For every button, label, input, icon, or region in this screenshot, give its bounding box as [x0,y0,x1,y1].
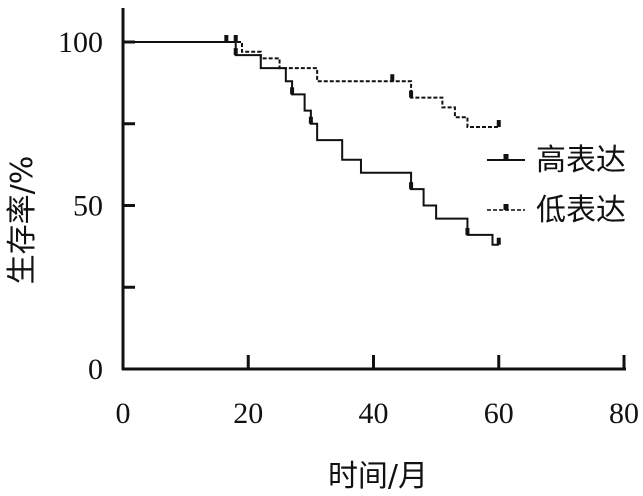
legend-item-low: 低表达 [487,193,626,228]
legend-label-low: 低表达 [536,193,626,228]
y-tick-label: 0 [88,353,103,386]
y-tick-label: 50 [73,190,103,223]
axes [121,8,626,371]
x-tick-label: 80 [609,397,639,430]
x-ticks: 0 20 40 60 80 [116,355,639,430]
survival-curve [123,41,499,129]
series-low [123,35,501,129]
series-layer [123,35,501,246]
legend-label-high: 高表达 [536,143,626,178]
y-tick-label: 100 [58,26,103,59]
survival-curve [123,41,499,246]
y-axis-title: 生存率/% [5,156,40,285]
x-tick-label: 40 [359,397,389,430]
x-tick-label: 20 [233,397,263,430]
legend-item-high: 高表达 [487,143,626,178]
legend: 高表达 低表达 [487,143,626,228]
x-tick-label: 60 [484,397,514,430]
series-high [123,35,501,246]
x-tick-label: 0 [116,397,131,430]
y-ticks: 0 50 100 [58,26,135,386]
x-axis-title: 时间/月 [328,459,428,494]
